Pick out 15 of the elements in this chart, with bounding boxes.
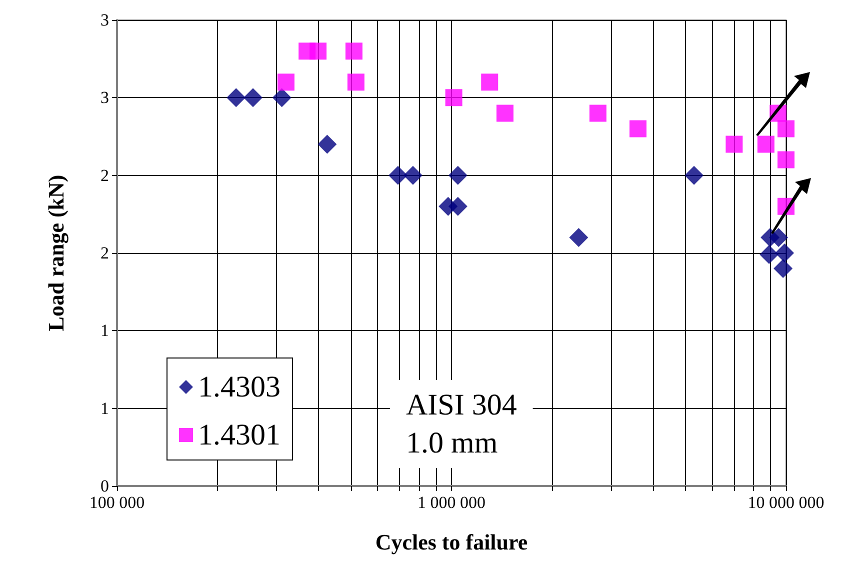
- legend-label: 1.4301: [198, 418, 280, 452]
- y-tick-label: 3: [100, 88, 109, 108]
- x-tick-label: 1 000 000: [418, 493, 486, 512]
- y-tick-label: 1: [100, 321, 109, 340]
- x-axis-title: Cycles to failure: [375, 530, 528, 554]
- annotation: AISI 304 1.0 mm: [406, 388, 517, 460]
- y-tick-label: 1: [100, 398, 109, 418]
- y-tick-label: 0: [100, 476, 109, 496]
- legend-label: 1.4303: [198, 370, 280, 404]
- x-tick-label: 100 000: [89, 493, 145, 512]
- y-tick-label: 2: [100, 166, 109, 185]
- y-tick-label: 2: [100, 244, 109, 262]
- y-axis-title: Load range (kN): [44, 174, 68, 332]
- y-tick-label: 3: [100, 10, 109, 30]
- x-tick-label: 10 000 000: [748, 493, 824, 512]
